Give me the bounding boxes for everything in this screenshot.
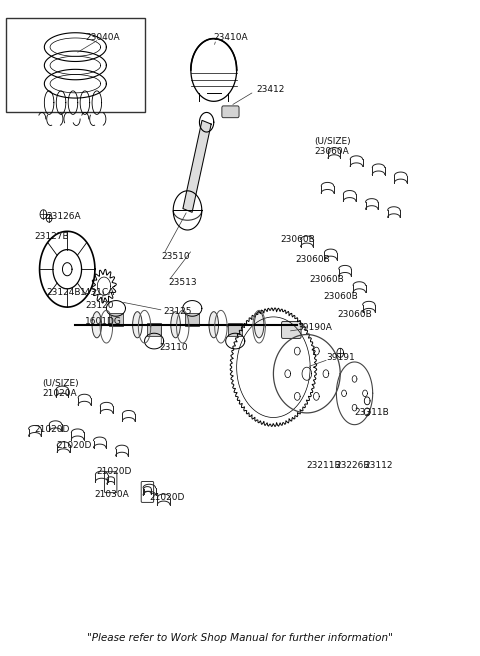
Text: 23112: 23112 (364, 461, 393, 470)
Polygon shape (183, 121, 211, 213)
Text: 23120: 23120 (85, 300, 113, 310)
Bar (6, 18, 144, 112)
Text: 23125: 23125 (164, 307, 192, 316)
Bar (147, 323, 161, 336)
Text: 21020D: 21020D (35, 424, 70, 434)
Bar (109, 314, 123, 327)
FancyBboxPatch shape (141, 482, 154, 502)
Text: 23060A: 23060A (314, 147, 348, 156)
Ellipse shape (209, 312, 218, 338)
Bar (228, 323, 242, 336)
Ellipse shape (132, 312, 142, 338)
Text: 1601DG: 1601DG (85, 317, 122, 326)
Text: 23060B: 23060B (281, 236, 315, 244)
Text: 23410A: 23410A (214, 33, 248, 42)
Text: 23127B: 23127B (35, 232, 70, 241)
Text: 23060B: 23060B (295, 255, 330, 264)
FancyBboxPatch shape (222, 106, 239, 117)
Text: 23060B: 23060B (324, 292, 358, 301)
Bar (185, 314, 199, 327)
Ellipse shape (92, 312, 102, 338)
Text: 23226B: 23226B (336, 461, 370, 470)
Text: 21020D: 21020D (97, 467, 132, 476)
Text: 23040A: 23040A (85, 33, 120, 42)
Ellipse shape (171, 312, 180, 338)
Text: 23124B: 23124B (47, 287, 81, 297)
Text: 23110: 23110 (159, 343, 188, 352)
Text: 23060B: 23060B (338, 310, 372, 319)
FancyBboxPatch shape (105, 472, 117, 493)
Text: 23311B: 23311B (355, 409, 389, 417)
Text: (U/SIZE): (U/SIZE) (42, 379, 79, 388)
Text: 1431CA: 1431CA (80, 287, 115, 297)
Text: 21020A: 21020A (42, 389, 77, 398)
Text: 39191: 39191 (326, 353, 355, 362)
Text: (U/SIZE): (U/SIZE) (314, 137, 350, 146)
Text: 23412: 23412 (257, 85, 285, 94)
Text: 23510: 23510 (161, 252, 190, 260)
Text: 23211B: 23211B (307, 461, 341, 470)
Text: 21020D: 21020D (149, 493, 185, 502)
Text: 23126A: 23126A (47, 213, 81, 222)
Ellipse shape (254, 312, 264, 338)
Text: 23513: 23513 (168, 277, 197, 287)
Text: 39190A: 39190A (297, 323, 332, 333)
Text: 23060B: 23060B (309, 274, 344, 283)
FancyBboxPatch shape (281, 321, 301, 338)
Text: 21030A: 21030A (95, 490, 129, 499)
Text: 21020D: 21020D (56, 441, 92, 450)
Text: "Please refer to Work Shop Manual for further information": "Please refer to Work Shop Manual for fu… (87, 633, 393, 643)
